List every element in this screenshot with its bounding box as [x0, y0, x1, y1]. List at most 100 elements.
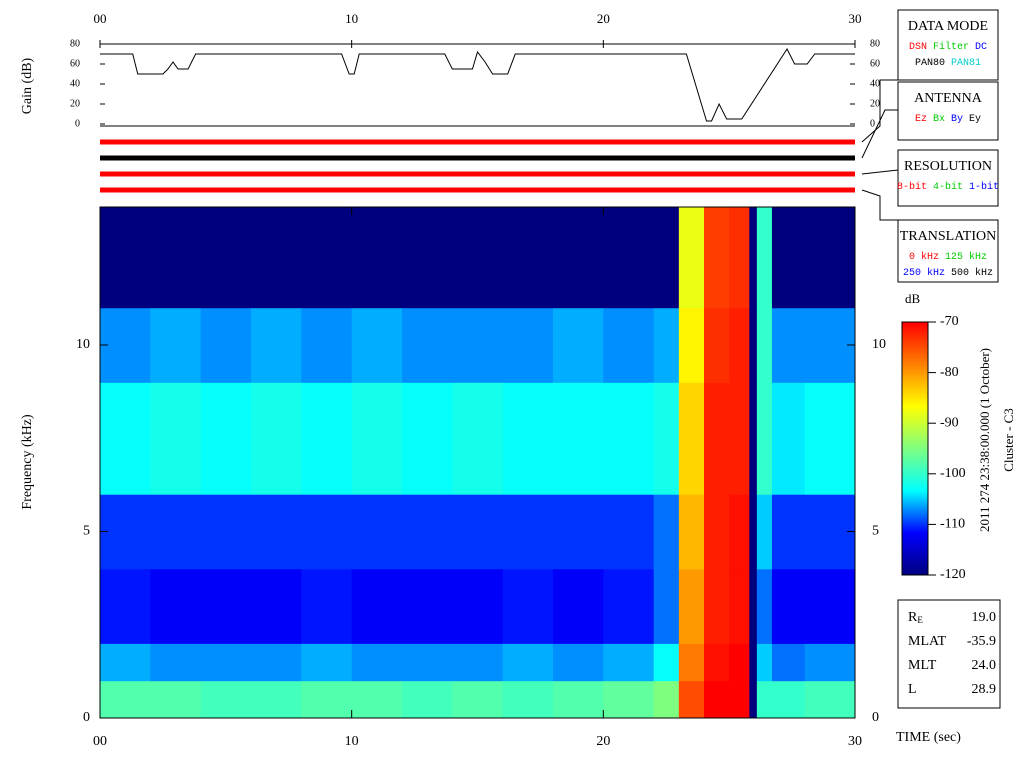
spectrogram-cell	[402, 307, 453, 383]
spectrogram-cell	[756, 494, 773, 570]
spectrogram-cell	[804, 207, 856, 309]
spectrogram-cell	[200, 680, 252, 719]
spectrogram-cell	[653, 494, 680, 570]
spectrogram-cell	[100, 307, 151, 383]
panel-item: By	[951, 114, 963, 125]
colorbar-tick-label: -110	[940, 517, 965, 532]
spectrogram-cell	[351, 307, 403, 383]
stat-label: MLAT	[908, 634, 947, 649]
panel-item: Bx	[933, 114, 945, 125]
spectrogram-cell	[749, 207, 758, 309]
spectrogram-cell	[704, 494, 730, 570]
spectrogram-cell	[678, 494, 705, 570]
spectrogram-cell	[251, 207, 302, 309]
spectrogram-cell	[704, 207, 730, 309]
panel-title: TRANSLATION	[900, 229, 996, 244]
panel-item: PAN80	[915, 58, 945, 69]
panel-item: Ey	[969, 114, 981, 125]
panel-box	[897, 81, 999, 141]
spectrogram-cell	[603, 494, 655, 570]
spectrogram-cell	[603, 207, 655, 309]
spectrogram-cell	[678, 568, 705, 644]
spectrogram-cell	[251, 382, 302, 495]
colorbar-tick-label: -100	[940, 466, 966, 481]
spectrogram-cell	[502, 207, 554, 309]
spectrogram-cell	[452, 643, 504, 682]
connector	[861, 79, 898, 143]
stat-label-text: R	[908, 610, 918, 625]
colorbar	[901, 321, 929, 576]
spectrogram-cell	[771, 307, 806, 383]
spectrogram-cell	[100, 207, 151, 309]
y-tick-label: 0	[872, 710, 879, 725]
spectrogram-cell	[251, 680, 302, 719]
stat-label: RE	[908, 610, 923, 625]
spectrogram-cell	[351, 382, 403, 495]
y-tick-label: 0	[75, 118, 80, 129]
spectrogram-cell	[553, 494, 604, 570]
spacecraft: Cluster - C3	[1001, 408, 1016, 472]
colorbar-tick-label: -80	[940, 365, 959, 380]
spectrogram-cell	[351, 207, 403, 309]
x-tick-label: 10	[345, 734, 359, 749]
spectrogram-cell	[452, 494, 504, 570]
spectrogram-cell	[200, 643, 252, 682]
panel-item: 8-bit	[897, 181, 927, 193]
spectrogram-cell	[452, 680, 504, 719]
y-tick-label: 20	[70, 98, 80, 109]
stat-value: 19.0	[972, 610, 997, 625]
spectrogram-cell	[150, 680, 202, 719]
y-tick-label: 20	[870, 98, 880, 109]
spectrogram-cell	[553, 568, 604, 644]
spectrogram-cell	[771, 207, 806, 309]
stat-label-text: L	[908, 682, 917, 697]
spectrogram-cell	[729, 643, 750, 682]
spectrogram-cell	[502, 643, 554, 682]
spectrogram-cell	[804, 680, 856, 719]
spectrogram-cell	[150, 307, 202, 383]
spectrogram-cell	[452, 207, 504, 309]
spectrogram-cell	[452, 307, 504, 383]
spectrogram-cell	[704, 307, 730, 383]
spectrogram-cell	[704, 568, 730, 644]
panel-item: 250 kHz	[903, 267, 945, 279]
spectrogram-cell	[200, 207, 252, 309]
panel-item: 500 kHz	[951, 267, 993, 279]
spectrogram-cell	[756, 680, 773, 719]
spectrogram-cell	[804, 643, 856, 682]
spectrogram-cell	[553, 307, 604, 383]
panel-item: Filter	[933, 41, 969, 53]
spectrogram-cell	[749, 382, 758, 495]
panel-item: 0 kHz	[909, 251, 939, 263]
spectrogram-cell	[100, 494, 151, 570]
spectrogram-cell	[678, 643, 705, 682]
spectrogram-cell	[603, 307, 655, 383]
colorbar-tick-label: -90	[940, 415, 959, 430]
stats-box	[897, 599, 1001, 709]
spectrogram-cell	[729, 680, 750, 719]
spectrogram-cell	[749, 494, 758, 570]
stat-label-sub: E	[917, 615, 923, 625]
x-tick-label: 30	[849, 11, 862, 26]
spectrogram-cell	[351, 494, 403, 570]
spectrogram-cell	[749, 643, 758, 682]
spectrogram-cell	[301, 680, 353, 719]
spectrogram-cell	[351, 680, 403, 719]
y-tick-label: 80	[870, 38, 880, 49]
spectrogram-cell	[729, 568, 750, 644]
x-tick-label: 30	[848, 734, 862, 749]
spectrogram-cell	[756, 382, 773, 495]
spectrogram-cell	[452, 382, 504, 495]
y-tick-label: 10	[872, 337, 886, 352]
spectrogram-cell	[804, 568, 856, 644]
spectrogram-cell	[402, 207, 453, 309]
spectrogram-cell	[502, 494, 554, 570]
spectrogram-cell	[771, 382, 806, 495]
spectrogram-cell	[502, 307, 554, 383]
panel-row: PAN80 PAN81	[915, 58, 981, 69]
spectrogram-cell	[301, 307, 353, 383]
panel-row: 0 kHz 125 kHz	[909, 251, 987, 263]
stat-value: 28.9	[972, 682, 997, 697]
spectrogram-cell	[603, 568, 655, 644]
y-tick-label: 80	[70, 38, 80, 49]
